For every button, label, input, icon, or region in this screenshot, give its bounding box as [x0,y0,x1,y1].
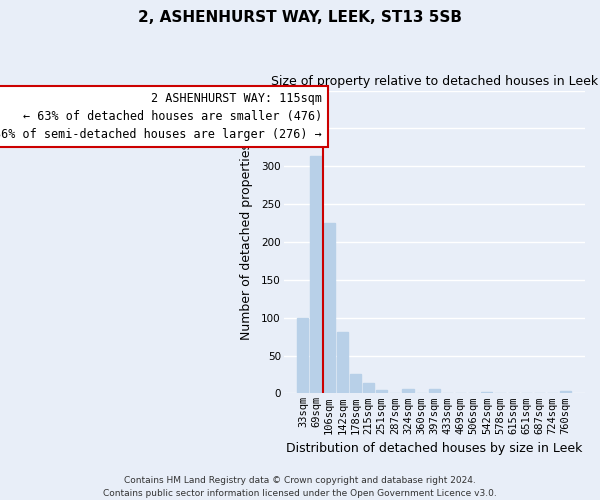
Text: 2, ASHENHURST WAY, LEEK, ST13 5SB: 2, ASHENHURST WAY, LEEK, ST13 5SB [138,10,462,25]
Bar [403,389,413,394]
Bar [376,390,388,394]
Bar [350,374,361,394]
Bar [337,332,348,394]
Bar [323,223,335,394]
Bar [297,318,308,394]
Bar [481,392,493,394]
Title: Size of property relative to detached houses in Leek: Size of property relative to detached ho… [271,75,598,88]
Bar [429,389,440,394]
Text: 2 ASHENHURST WAY: 115sqm
← 63% of detached houses are smaller (476)
36% of semi-: 2 ASHENHURST WAY: 115sqm ← 63% of detach… [0,92,322,141]
Text: Contains HM Land Registry data © Crown copyright and database right 2024.
Contai: Contains HM Land Registry data © Crown c… [103,476,497,498]
Bar [310,156,322,394]
X-axis label: Distribution of detached houses by size in Leek: Distribution of detached houses by size … [286,442,583,455]
Y-axis label: Number of detached properties: Number of detached properties [240,144,253,340]
Bar [363,383,374,394]
Bar [560,391,571,394]
